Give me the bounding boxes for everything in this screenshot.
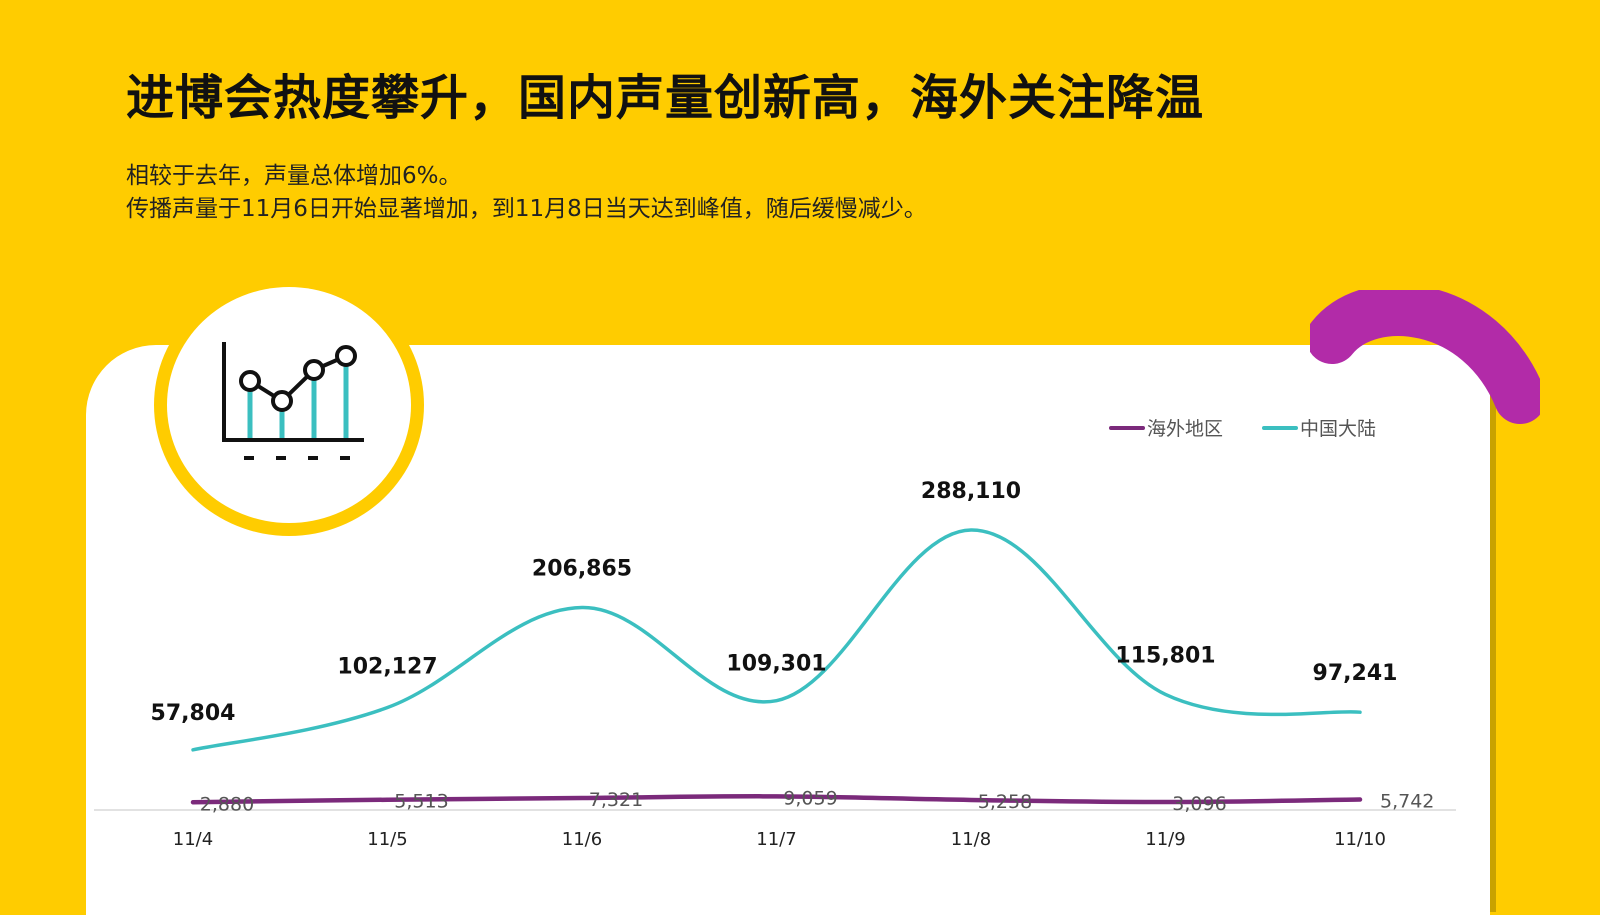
label-layer: 2,880 5,513 7,321 9,059 5,258 3,096 5,742 57,80… — [151, 479, 1435, 815]
data-label-overseas: 3,096 — [1172, 793, 1226, 815]
data-label-overseas: 5,742 — [1380, 791, 1434, 813]
series-layer — [190, 528, 1363, 805]
data-label-overseas: 5,258 — [978, 791, 1032, 813]
x-tick-label: 11/4 — [173, 829, 213, 850]
data-label-china: 115,801 — [1115, 643, 1215, 668]
x-tick-label: 11/7 — [756, 829, 796, 850]
data-label-china: 288,110 — [921, 479, 1021, 504]
x-tick-label: 11/10 — [1334, 829, 1386, 850]
page-title: 进博会热度攀升，国内声量创新高，海外关注降温 — [126, 70, 1205, 126]
x-tick-label: 11/5 — [367, 829, 407, 850]
series-line-china — [191, 528, 1362, 752]
data-label-china: 206,865 — [532, 557, 632, 582]
legend-label-china: 中国大陆 — [1300, 418, 1376, 440]
legend: 海外地区 中国大陆 — [1109, 418, 1376, 440]
page-description: 相较于去年，声量总体增加6%。 传播声量于11月6日开始显著增加，到11月8日当… — [126, 160, 927, 226]
description-line-2: 传播声量于11月6日开始显著增加，到11月8日当天达到峰值，随后缓慢减少。 — [126, 196, 927, 222]
series-line-overseas — [190, 794, 1363, 805]
data-label-overseas: 5,513 — [394, 791, 448, 813]
data-label-china: 102,127 — [337, 655, 437, 680]
legend-label-overseas: 海外地区 — [1147, 418, 1223, 440]
description-line-1: 相较于去年，声量总体增加6%。 — [126, 163, 462, 189]
data-label-overseas: 7,321 — [589, 789, 643, 811]
data-label-china: 57,804 — [151, 701, 236, 726]
data-label-china: 109,301 — [726, 652, 826, 677]
brush-stroke-decoration — [1310, 290, 1540, 424]
x-tick-label: 11/6 — [562, 829, 602, 850]
x-axis-ticks: 11/4 11/5 11/6 11/7 11/8 11/9 11/10 — [173, 829, 1386, 850]
data-label-china: 97,241 — [1313, 661, 1398, 686]
chart-badge — [154, 274, 424, 536]
data-label-overseas: 2,880 — [200, 793, 254, 815]
line-chart-icon — [222, 342, 364, 460]
x-tick-label: 11/9 — [1145, 829, 1185, 850]
x-tick-label: 11/8 — [951, 829, 991, 850]
data-label-overseas: 9,059 — [783, 787, 837, 809]
